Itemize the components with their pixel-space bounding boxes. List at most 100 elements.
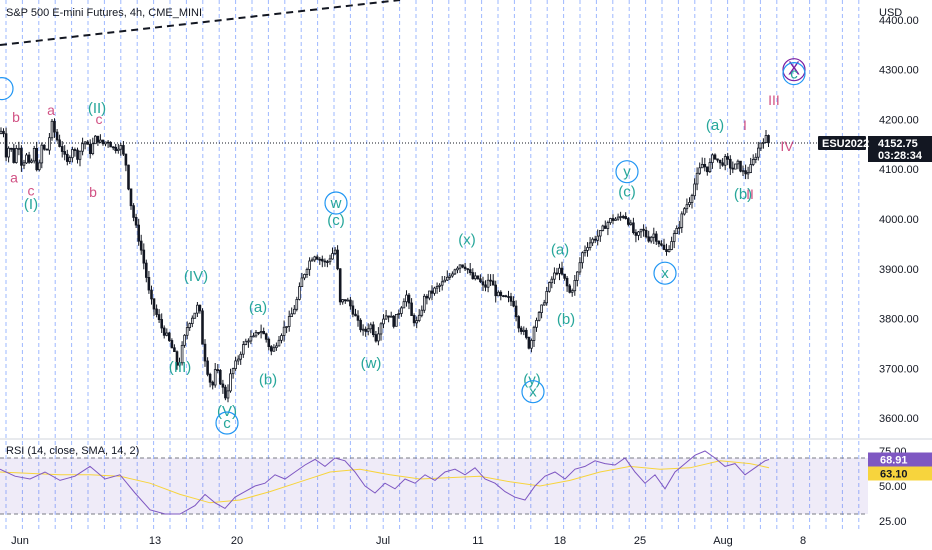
- candle: [91, 137, 95, 156]
- candle: [94, 135, 97, 145]
- candle: [349, 297, 352, 310]
- candle: [252, 332, 255, 338]
- candle: [537, 311, 541, 322]
- candle: [683, 207, 686, 216]
- candle: [134, 213, 138, 228]
- candle: [17, 141, 21, 156]
- candle: [216, 364, 220, 374]
- candle: [550, 276, 554, 289]
- wave-label: (w): [361, 355, 382, 372]
- candle: [479, 274, 482, 284]
- wave-label: a: [47, 102, 55, 118]
- candle: [267, 337, 271, 351]
- candle: [713, 153, 717, 160]
- candle: [106, 140, 110, 148]
- candle: [366, 323, 370, 336]
- candle: [109, 141, 112, 148]
- candle: [119, 143, 123, 156]
- candle: [81, 137, 84, 156]
- candle: [394, 313, 398, 327]
- candle: [675, 225, 678, 235]
- candlestick-series[interactable]: [0, 118, 770, 403]
- candle: [303, 273, 306, 281]
- rsi-pane[interactable]: RSI (14, close, SMA, 14, 2) 25.0050.0075…: [0, 445, 932, 528]
- candle: [486, 273, 490, 293]
- candle: [22, 159, 26, 170]
- wave-label: IV: [780, 138, 794, 154]
- candle: [746, 166, 750, 180]
- candle: [173, 344, 176, 352]
- candle: [196, 302, 199, 317]
- candle: [387, 315, 390, 323]
- time-axis[interactable]: Jun 13 20 Jul 11 18 25 Aug 8: [0, 530, 932, 550]
- circled-wave-label: w: [324, 191, 348, 215]
- candle: [576, 271, 579, 287]
- price-tick-label: 4200.00: [879, 115, 919, 127]
- symbol-tag: ESU2022: [818, 136, 869, 150]
- time-tick-label: 11: [472, 535, 483, 547]
- candle: [254, 330, 258, 338]
- candle: [560, 261, 564, 276]
- candle: [496, 290, 500, 297]
- candle: [45, 148, 49, 151]
- candle: [226, 384, 230, 403]
- candle: [494, 280, 497, 303]
- candle: [759, 142, 763, 151]
- candle: [203, 339, 207, 367]
- candle: [180, 341, 184, 366]
- candle: [573, 275, 577, 296]
- candle: [741, 165, 745, 176]
- candle: [32, 145, 36, 164]
- wave-label: (b): [259, 372, 277, 389]
- candle: [678, 221, 681, 235]
- candle: [269, 345, 273, 356]
- candle: [629, 219, 633, 226]
- candle: [729, 155, 732, 175]
- candle: [754, 153, 758, 164]
- circled-wave-label: c: [215, 411, 239, 435]
- candle: [708, 158, 712, 173]
- candle: [688, 197, 691, 208]
- candle: [259, 324, 263, 339]
- candle: [53, 118, 56, 138]
- candle: [0, 127, 3, 135]
- candle: [652, 227, 656, 244]
- last-price-value: 4152.75: [878, 138, 918, 150]
- candle: [48, 133, 51, 155]
- price-tick-label: 3600.00: [879, 413, 919, 425]
- time-tick-label: 13: [149, 535, 161, 547]
- candle: [415, 316, 418, 329]
- candle: [201, 308, 204, 345]
- candle: [723, 154, 727, 171]
- candle: [570, 288, 574, 297]
- candle: [190, 315, 194, 328]
- candle: [320, 255, 324, 268]
- svg-text:y: y: [623, 164, 631, 181]
- candle: [507, 290, 510, 303]
- candle: [139, 234, 143, 255]
- candle: [326, 259, 329, 268]
- candle: [468, 263, 472, 276]
- candle: [698, 162, 701, 175]
- candle: [392, 315, 395, 329]
- candle: [356, 310, 360, 327]
- vertical-cycle-lines: [5, 0, 860, 530]
- candle: [83, 141, 87, 150]
- candle: [50, 119, 54, 141]
- candle: [764, 130, 768, 143]
- candle: [481, 276, 485, 291]
- candle: [634, 229, 638, 243]
- candle: [484, 280, 487, 292]
- candle: [440, 276, 444, 291]
- candle: [509, 292, 513, 306]
- rsi-tick-label: 50.00: [879, 481, 907, 493]
- plot-background: [0, 0, 868, 530]
- rsi-sma-line: [0, 460, 770, 504]
- candle: [354, 308, 357, 317]
- candle: [400, 306, 403, 317]
- elliott-wave-labels: b a (II)cac(I)b(c)(x)(a)(c)(a) IIIIIV(b)II(…: [0, 58, 806, 435]
- candle: [463, 263, 467, 271]
- candle: [111, 146, 115, 151]
- candle: [599, 230, 602, 242]
